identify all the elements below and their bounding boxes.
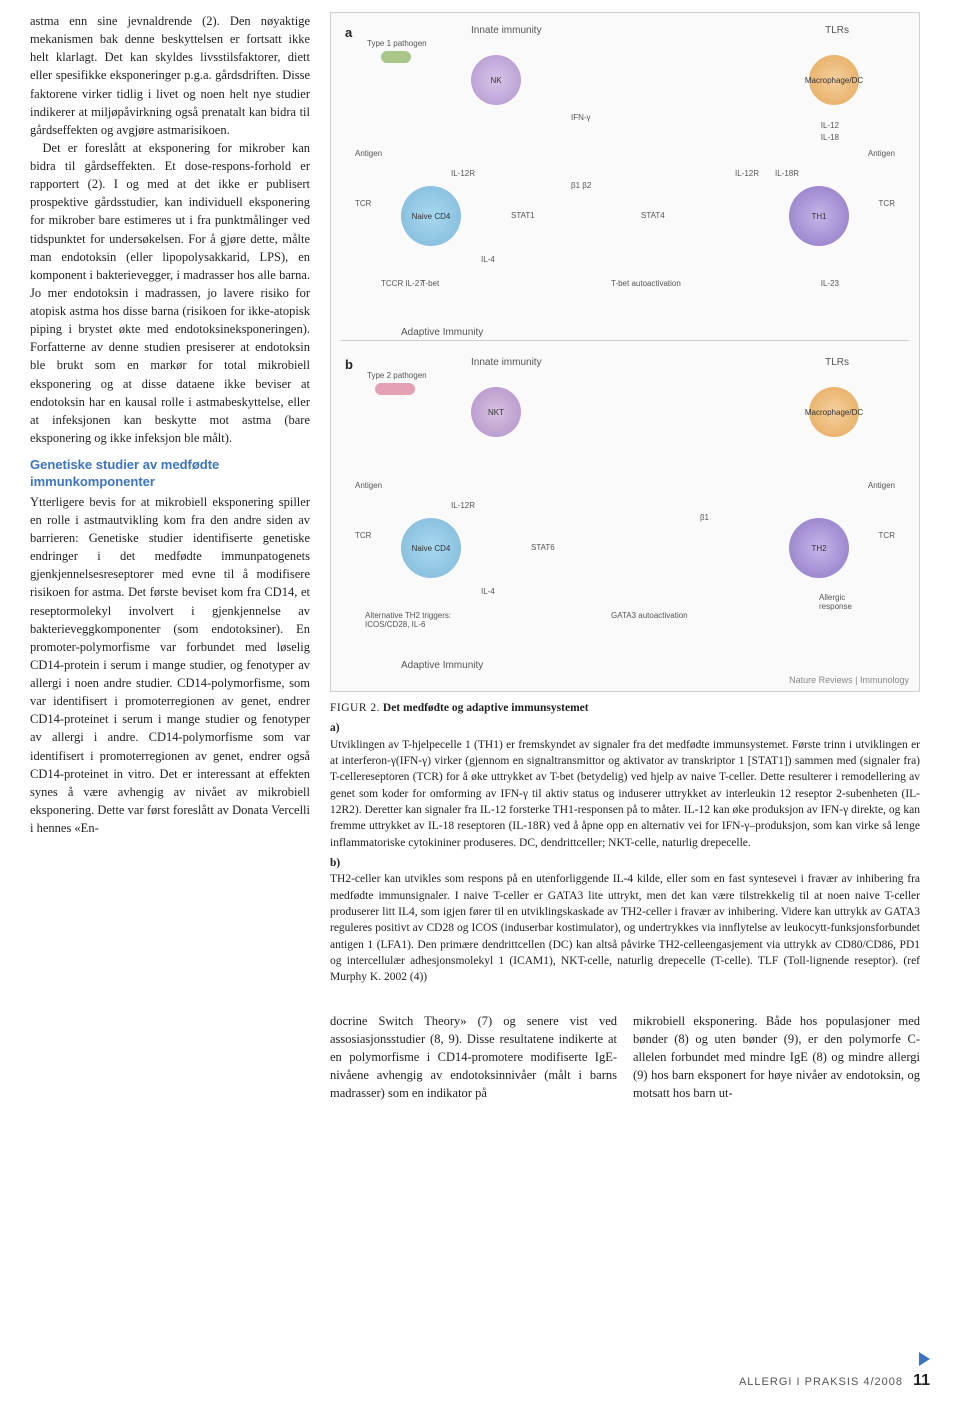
naive-cd4-cell-icon: Naive CD4 [401, 518, 461, 578]
figure-panel-a: a Innate immunity TLRs Type 1 pathogen N… [341, 21, 909, 341]
il12r-label: IL-12R [735, 169, 759, 178]
il4-label: IL-4 [481, 587, 495, 596]
page-layout: astma enn sine jevnaldrende (2). Den nøy… [0, 0, 960, 1102]
il23-label: IL-23 [821, 279, 839, 288]
figure-title: Det medfødte og adaptive immunsystemet [383, 702, 589, 714]
macrophage-icon: Macrophage/DC [809, 387, 859, 437]
caption-sub-a: a) [330, 720, 920, 736]
pathogen-label: Type 2 pathogen [367, 371, 427, 380]
stat1-label: STAT1 [511, 211, 535, 220]
section-heading: Genetiske studier av medfødte immunkompo… [30, 457, 310, 491]
th1-cell-icon: TH1 [789, 186, 849, 246]
figure-image: a Innate immunity TLRs Type 1 pathogen N… [330, 12, 920, 692]
il12-label: IL-12 [821, 121, 839, 130]
figure-caption: FIGUR 2. Det medfødte og adaptive immuns… [330, 700, 920, 986]
tbet-auto-label: T-bet autoactivation [611, 279, 681, 288]
gata3-label: GATA3 autoactivation [611, 611, 688, 620]
continue-arrow-icon [919, 1352, 930, 1366]
tlr-label: TLRs [825, 357, 849, 368]
figure-2: a Innate immunity TLRs Type 1 pathogen N… [330, 12, 920, 986]
antigen-label: Antigen [868, 149, 895, 158]
pathogen-label: Type 1 pathogen [367, 39, 427, 48]
panel-label: a [345, 25, 352, 40]
antigen-label: Antigen [355, 481, 382, 490]
body-paragraph: Ytterligere bevis for at mikrobiell eksp… [30, 493, 310, 837]
alt-trigger-label: Alternative TH2 triggers: ICOS/CD28, IL-… [365, 611, 465, 629]
body-paragraph: astma enn sine jevnaldrende (2). Den nøy… [30, 12, 310, 139]
figure-attribution: Nature Reviews | Immunology [789, 675, 909, 685]
b1-label: β1 [700, 513, 709, 522]
figure-number: FIGUR 2. [330, 702, 380, 714]
naive-cd4-cell-icon: Naive CD4 [401, 186, 461, 246]
issue-number: 4/2008 [863, 1376, 903, 1388]
page-footer: ALLERGI I PRAKSIS 4/2008 11 [739, 1372, 930, 1390]
figure-panel-b: b Innate immunity TLRs Type 2 pathogen N… [341, 353, 909, 673]
nkt-cell-icon: NKT [471, 387, 521, 437]
macrophage-icon: Macrophage/DC [809, 55, 859, 105]
il18-label: IL-18 [821, 133, 839, 142]
body-paragraph: Det er foreslått at eksponering for mikr… [30, 139, 310, 447]
zone-label-innate: Innate immunity [471, 25, 542, 36]
il4-label: IL-4 [481, 255, 495, 264]
tcr-label: TCR [879, 531, 895, 540]
body-paragraph: mikrobiell eksponering. Både hos populas… [633, 1012, 920, 1103]
journal-name: ALLERGI I PRAKSIS [739, 1376, 859, 1388]
caption-text-a: Utviklingen av T-hjelpecelle 1 (TH1) er … [330, 739, 920, 849]
left-text-column: astma enn sine jevnaldrende (2). Den nøy… [30, 12, 310, 1102]
tcr-label: TCR [879, 199, 895, 208]
zone-label-adaptive: Adaptive Immunity [401, 327, 483, 338]
b1b2-label: β1 β2 [571, 181, 591, 190]
antigen-label: Antigen [868, 481, 895, 490]
tcr-label: TCR [355, 199, 371, 208]
body-paragraph: docrine Switch Theory» (7) og senere vis… [330, 1012, 617, 1103]
nk-cell-icon: NK [471, 55, 521, 105]
tlr-label: TLRs [825, 25, 849, 36]
stat4-label: STAT4 [641, 211, 665, 220]
stat6-label: STAT6 [531, 543, 555, 552]
right-area: a Innate immunity TLRs Type 1 pathogen N… [330, 12, 920, 1102]
caption-text-b: TH2-celler kan utvikles som respons på e… [330, 873, 920, 983]
il12r-label: IL-12R [451, 169, 475, 178]
panel-label: b [345, 357, 353, 372]
ifng-label: IFN-γ [571, 113, 591, 122]
tccr-label: TCCR IL-27 [381, 279, 424, 288]
antigen-label: Antigen [355, 149, 382, 158]
il18r-label: IL-18R [775, 169, 799, 178]
allergic-response-label: Allergic response [819, 593, 879, 611]
type2-pathogen-icon [375, 383, 415, 395]
tcr-label: TCR [355, 531, 371, 540]
type1-pathogen-icon [381, 51, 411, 63]
th2-cell-icon: TH2 [789, 518, 849, 578]
bottom-text-columns: docrine Switch Theory» (7) og senere vis… [330, 1012, 920, 1103]
il12r-label: IL-12R [451, 501, 475, 510]
zone-label-innate: Innate immunity [471, 357, 542, 368]
zone-label-adaptive: Adaptive Immunity [401, 660, 483, 671]
page-number: 11 [913, 1372, 930, 1389]
caption-sub-b: b) [330, 855, 920, 871]
